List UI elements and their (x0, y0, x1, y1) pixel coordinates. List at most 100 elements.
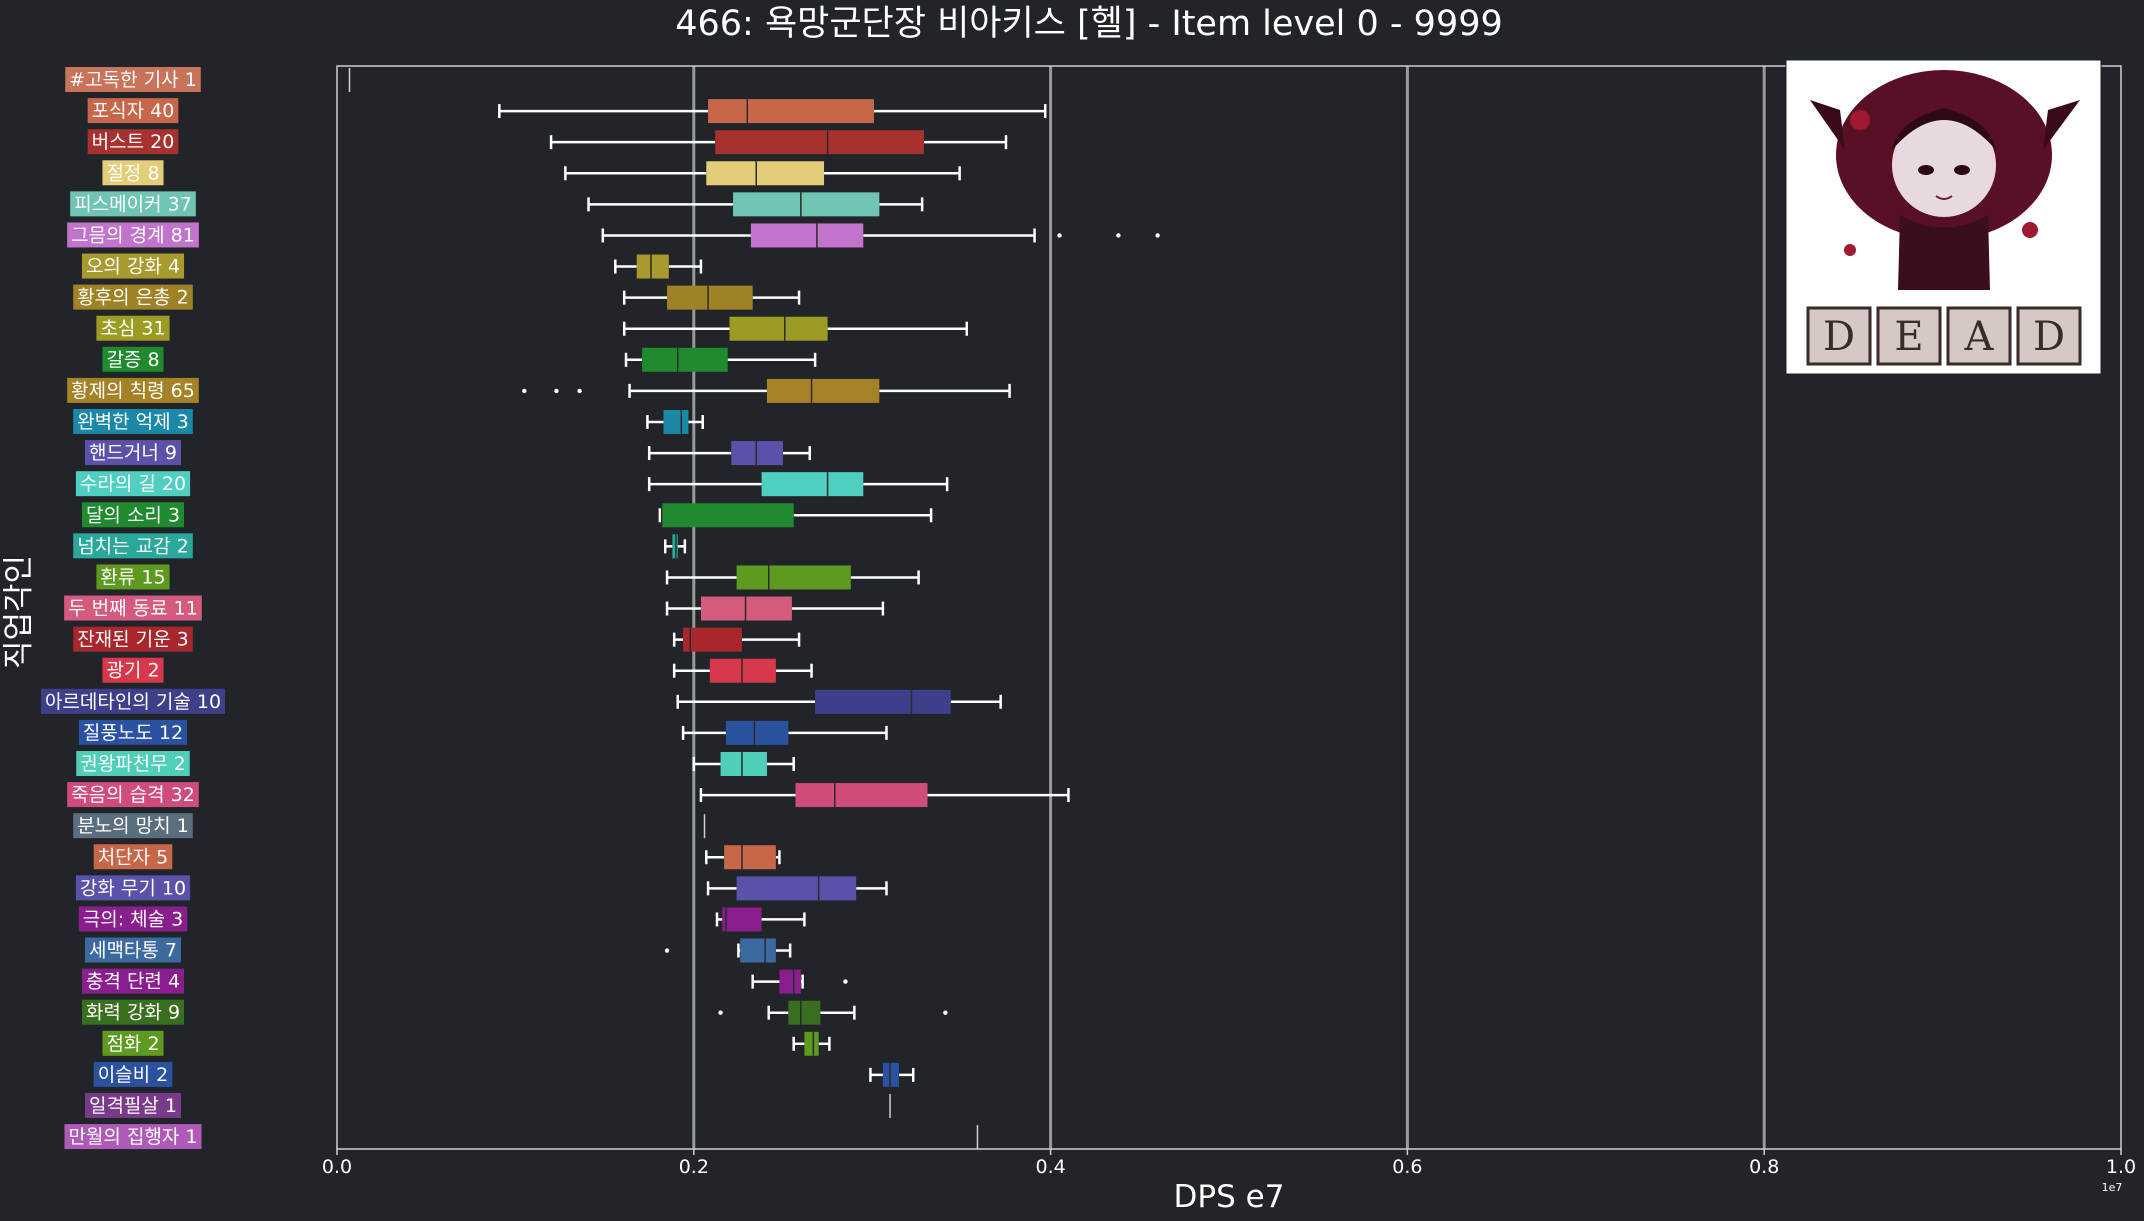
category-label-28: 세맥타통 7 (84, 937, 182, 963)
category-label-text: 죽음의 습격 32 (71, 784, 195, 806)
category-label-32: 이슬비 2 (93, 1061, 173, 1087)
iqr-box (736, 876, 857, 901)
category-label-8: 초심 31 (96, 315, 170, 341)
category-label-bg (75, 471, 191, 497)
iqr-box (708, 99, 874, 124)
box-plot-17 (665, 596, 885, 621)
box-plot-14 (658, 503, 933, 528)
outlier-point (843, 979, 848, 984)
box-plot-28 (664, 938, 792, 963)
category-label-bg (73, 813, 193, 839)
iqr-box (700, 596, 792, 621)
box-plot-5 (601, 223, 1160, 248)
category-label-text: 권왕파천무 2 (80, 753, 186, 775)
category-label-30: 화력 강화 9 (81, 999, 185, 1025)
x-axis-label: DPS e7 (1174, 1179, 1285, 1215)
category-label-bg (102, 160, 164, 186)
category-label-bg (70, 191, 196, 217)
category-label-text: 버스트 20 (92, 131, 175, 153)
box-plot-21 (681, 720, 888, 745)
iqr-box (725, 720, 789, 745)
category-label-bg (96, 564, 170, 590)
iqr-box (779, 969, 801, 994)
iqr-box (729, 316, 828, 341)
category-label-text: 환류 15 (100, 566, 165, 588)
box-plot-23 (699, 783, 1070, 808)
category-label-text: 초심 31 (100, 318, 165, 340)
category-label-17: 두 번째 동료 11 (64, 595, 202, 621)
box-plot-2 (549, 130, 1008, 155)
outlier-point (522, 388, 527, 394)
category-label-bg (64, 595, 202, 621)
category-label-text: 일격필살 1 (89, 1095, 177, 1117)
category-label-bg (75, 875, 191, 901)
category-label-text: 세맥타통 7 (89, 940, 177, 962)
iqr-box (788, 1000, 821, 1025)
category-label-12: 핸드거너 9 (84, 440, 182, 466)
box-plot-31 (792, 1031, 831, 1056)
iqr-box (761, 472, 864, 497)
category-label-24: 분노의 망치 1 (73, 813, 193, 839)
category-label-bg (73, 408, 193, 434)
category-label-26: 강화 무기 10 (75, 875, 191, 901)
category-label-bg (87, 129, 179, 155)
category-label-5: 그믐의 경계 81 (67, 222, 199, 248)
category-label-23: 죽음의 습격 32 (67, 782, 199, 808)
box-plot-4 (587, 192, 924, 217)
category-label-bg (78, 906, 188, 932)
x-tick-label: 0.6 (1392, 1156, 1422, 1178)
dead-tile (1876, 306, 1942, 366)
box-plot-6 (614, 254, 703, 279)
category-label-29: 충격 단련 4 (81, 968, 185, 994)
category-label-4: 피스메이커 37 (70, 191, 196, 217)
iqr-box (706, 161, 825, 186)
iqr-box (720, 751, 767, 776)
y-axis-label: 직업각인 (1, 555, 37, 669)
category-label-33: 일격필살 1 (84, 1092, 182, 1118)
plot-frame (336, 65, 2122, 1150)
iqr-box (733, 192, 880, 217)
dead-tile-letter: E (1894, 314, 1923, 360)
outlier-point (1155, 233, 1160, 238)
box-plot-12 (647, 441, 812, 466)
iqr-box (683, 627, 742, 652)
category-label-14: 달의 소리 3 (81, 502, 185, 528)
category-labels: #고독한 기사 1 포식자 40 버스트 20 절정 8 피스메이커 37 그믐의 경계 … (40, 67, 226, 1150)
category-label-text: 아르데타인의 기술 10 (45, 691, 221, 713)
dead-tile-letter: D (2033, 314, 2065, 360)
box-plot-29 (751, 969, 848, 994)
iqr-box (736, 565, 851, 590)
iqr-box (672, 534, 678, 559)
box-plot-30 (718, 1000, 948, 1025)
iqr-box (815, 689, 951, 714)
x-tick-label: 0.4 (1035, 1156, 1065, 1178)
category-label-bg (40, 688, 226, 714)
category-label-bg (84, 937, 182, 963)
category-label-text: 달의 소리 3 (86, 504, 180, 526)
category-label-bg (76, 750, 190, 776)
box-plot-1 (498, 99, 1047, 124)
outlier-point (718, 1010, 723, 1015)
category-label-bg (81, 968, 185, 994)
category-label-bg (93, 844, 173, 870)
category-label-16: 환류 15 (96, 564, 170, 590)
box-plot-8 (622, 316, 969, 341)
category-label-21: 질풍노도 12 (78, 719, 188, 745)
category-label-3: 절정 8 (102, 160, 164, 186)
category-label-13: 수라의 길 20 (75, 471, 191, 497)
outlier-point (554, 388, 559, 394)
x-tick-label: 0.0 (322, 1156, 352, 1178)
category-label-bg (73, 533, 193, 559)
category-label-text: 화력 강화 9 (86, 1002, 180, 1024)
category-label-text: 황제의 칙령 65 (71, 380, 195, 402)
category-label-bg (93, 1061, 173, 1087)
category-label-text: 그믐의 경계 81 (71, 224, 195, 246)
category-label-bg (81, 253, 185, 279)
category-label-text: 점화 2 (106, 1033, 159, 1055)
category-label-text: 피스메이커 37 (74, 193, 192, 215)
x-ticks: 0.0 0.2 0.4 0.6 0.8 1.0 (322, 1149, 2136, 1178)
iqr-box (795, 783, 928, 808)
iqr-box (636, 254, 669, 279)
category-label-text: 처단자 5 (98, 846, 169, 868)
